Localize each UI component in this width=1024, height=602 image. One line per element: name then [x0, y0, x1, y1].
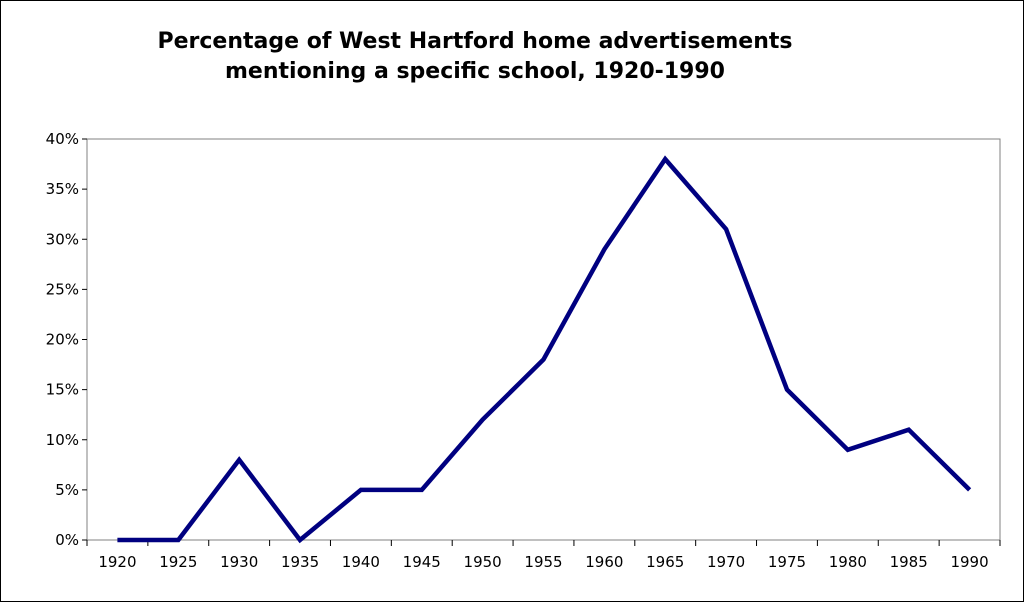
- x-tick-label: 1930: [220, 553, 258, 571]
- chart-title: Percentage of West Hartford home adverti…: [1, 27, 949, 87]
- x-axis: 1920 1925 1930 1935 1940 1945 1950 1955 1960 1965…: [86, 540, 1001, 571]
- y-tick-label: 5%: [55, 481, 79, 499]
- x-tick-label: 1960: [585, 553, 623, 571]
- x-tick-label: 1985: [890, 553, 928, 571]
- y-axis: 0% 5% 10% 15% 20% 25% 30% 35% 40%: [46, 130, 87, 549]
- y-tick-label: 20%: [46, 331, 79, 349]
- y-tick-label: 0%: [55, 531, 79, 549]
- x-tick-label: 1970: [707, 553, 745, 571]
- y-tick-label: 30%: [46, 230, 79, 248]
- series-line: [117, 155, 972, 544]
- plot-area: [86, 138, 1001, 541]
- series-layer: [117, 155, 972, 544]
- x-tick-label: 1945: [403, 553, 441, 571]
- y-tick-label: 15%: [46, 381, 79, 399]
- chart-title-line-1: Percentage of West Hartford home adverti…: [157, 29, 793, 54]
- y-tick-label: 35%: [46, 180, 79, 198]
- x-tick-label: 1980: [829, 553, 867, 571]
- x-tick-label: 1975: [768, 553, 806, 571]
- y-tick-label: 40%: [46, 130, 79, 148]
- x-tick-label: 1920: [98, 553, 136, 571]
- x-tick-label: 1935: [281, 553, 319, 571]
- x-tick-label: 1940: [342, 553, 380, 571]
- chart-title-line-2: mentioning a specific school, 1920-1990: [225, 59, 725, 84]
- x-tick-label: 1955: [524, 553, 562, 571]
- x-tick-label: 1950: [464, 553, 502, 571]
- x-tick-label: 1990: [950, 553, 988, 571]
- x-tick-label: 1925: [159, 553, 197, 571]
- x-tick-label: 1965: [646, 553, 684, 571]
- y-tick-label: 10%: [46, 431, 79, 449]
- y-tick-label: 25%: [46, 280, 79, 298]
